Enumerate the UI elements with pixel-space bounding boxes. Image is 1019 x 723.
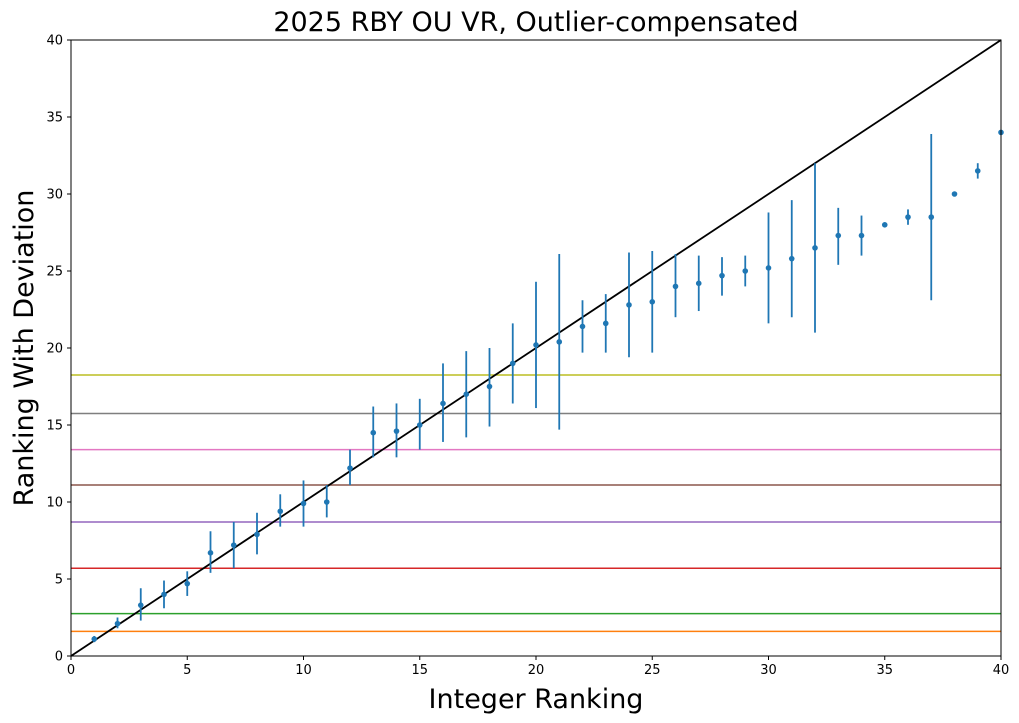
data-point-18 [486, 383, 493, 390]
data-point-33 [835, 232, 842, 239]
y-tick-label-0: 0 [55, 650, 63, 665]
data-point-35 [881, 222, 888, 228]
data-point-9 [277, 508, 284, 515]
data-point-5 [184, 580, 191, 587]
y-tick-label-25: 25 [46, 265, 63, 280]
data-point-30 [765, 265, 772, 271]
x-tick-label-25: 25 [644, 663, 661, 678]
y-tick-label-40: 40 [46, 34, 63, 49]
data-point-19 [509, 360, 516, 367]
data-point-36 [905, 214, 911, 220]
data-point-39 [974, 168, 981, 174]
data-point-6 [207, 550, 214, 556]
data-point-23 [602, 320, 609, 327]
data-points [91, 129, 1004, 642]
y-tick-label-5: 5 [55, 573, 63, 588]
x-tick-label-5: 5 [183, 663, 191, 678]
data-point-2 [114, 620, 121, 627]
data-point-15 [416, 422, 423, 428]
data-point-17 [463, 391, 470, 398]
x-tick-label-35: 35 [876, 663, 893, 678]
x-tick-label-20: 20 [528, 663, 545, 678]
data-point-21 [556, 339, 563, 345]
x-tick-label-30: 30 [760, 663, 777, 678]
y-tick-label-15: 15 [46, 419, 63, 434]
y-tick-label-30: 30 [46, 188, 63, 203]
data-point-11 [323, 499, 330, 505]
data-point-1 [91, 636, 98, 642]
data-point-16 [440, 400, 446, 407]
data-point-13 [370, 429, 377, 436]
data-point-4 [161, 591, 167, 598]
data-point-27 [695, 280, 702, 287]
x-tick-label-0: 0 [67, 663, 75, 678]
x-tick-label-40: 40 [993, 663, 1010, 678]
data-point-24 [626, 302, 632, 308]
data-point-10 [300, 500, 307, 507]
x-axis-ticks: 0 5 10 15 20 25 30 35 40 [67, 656, 1009, 678]
y-tick-label-10: 10 [46, 496, 63, 511]
y-axis-ticks: 0 5 10 15 20 25 30 35 40 [46, 34, 71, 665]
error-bars [93, 133, 979, 643]
data-point-22 [579, 323, 586, 330]
x-tick-label-15: 15 [411, 663, 428, 678]
data-point-28 [719, 272, 725, 279]
y-axis-label: Ranking With Deviation [9, 190, 40, 507]
data-point-32 [812, 245, 818, 251]
data-point-7 [230, 542, 237, 548]
x-tick-label-10: 10 [295, 663, 312, 678]
data-point-38 [951, 191, 958, 197]
data-point-14 [393, 428, 400, 434]
data-point-8 [254, 531, 260, 538]
data-point-34 [858, 232, 865, 239]
data-point-31 [788, 255, 795, 262]
y-tick-label-35: 35 [46, 111, 63, 126]
data-point-20 [533, 342, 539, 348]
data-point-26 [672, 283, 679, 290]
data-point-37 [928, 214, 935, 220]
data-point-3 [137, 602, 144, 608]
x-axis-label: Integer Ranking [429, 684, 644, 715]
data-point-29 [742, 268, 749, 274]
chart-title: 2025 RBY OU VR, Outlier-compensated [273, 7, 798, 38]
data-point-12 [347, 465, 353, 471]
y-tick-label-20: 20 [46, 342, 63, 357]
data-point-25 [649, 299, 656, 305]
